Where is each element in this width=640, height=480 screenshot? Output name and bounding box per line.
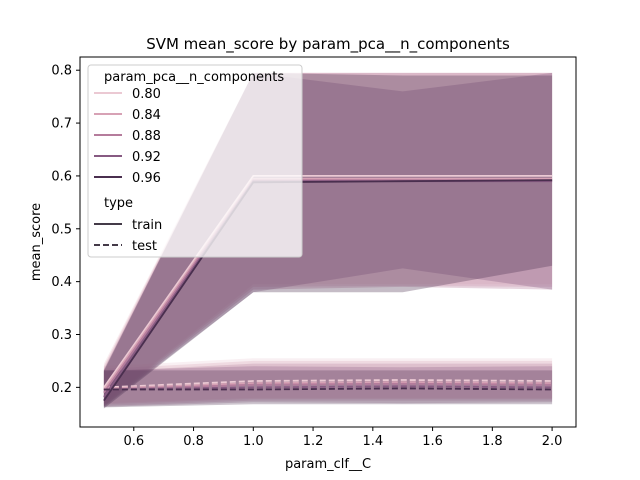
legend: param_pca__n_components 0.80 0.84 0.88 0.92 0…	[87, 64, 303, 258]
y-tick-label-3: 0.5	[51, 222, 72, 237]
line-train-1	[103, 177, 553, 391]
legend-entry-1: 0.84	[132, 108, 161, 123]
x-tick-label-3: 1.2	[303, 434, 324, 449]
line-test-4	[103, 387, 553, 391]
line-test-0	[103, 379, 553, 389]
y-axis-label: mean_score	[29, 203, 44, 281]
y-tick-label-1: 0.3	[51, 328, 72, 343]
axes: 0.6 0.8 1.0 1.2 1.4 1.6 1.8 2.0 0.2 0.3 0.4 0.5 0.6 0…	[51, 64, 562, 449]
y-tick-label-0: 0.2	[51, 381, 72, 396]
band-test-1	[103, 360, 553, 405]
y-tick-label-4: 0.6	[51, 169, 72, 184]
plot-frame	[79, 56, 577, 428]
band-test-2	[103, 363, 553, 406]
x-tick-label-7: 2.0	[542, 434, 563, 449]
legend-entry-3: 0.92	[132, 150, 161, 165]
y-tick-label-5: 0.7	[51, 117, 72, 132]
x-tick-label-1: 0.8	[183, 434, 204, 449]
line-train-0	[103, 174, 553, 388]
line-test-3	[103, 385, 553, 391]
band-test-3	[103, 366, 553, 407]
x-tick-label-5: 1.6	[422, 434, 443, 449]
chart-title: SVM mean_score by param_pca__n_component…	[146, 35, 510, 54]
y-tick-label-2: 0.4	[51, 275, 72, 290]
line-train-4	[103, 179, 553, 402]
x-axis-label: param_clf__C	[285, 457, 371, 472]
legend-style-title: type	[104, 196, 133, 211]
y-tick-label-6: 0.8	[51, 64, 72, 79]
band-test-0	[103, 358, 553, 404]
legend-box	[87, 64, 303, 258]
x-tick-label-0: 0.6	[123, 434, 144, 449]
line-test-2	[103, 382, 553, 391]
legend-entry-2: 0.88	[132, 129, 161, 144]
line-test-1	[103, 381, 553, 390]
legend-style-entry-1: test	[132, 239, 157, 254]
legend-style-entry-0: train	[132, 218, 162, 233]
legend-hue-title: param_pca__n_components	[104, 70, 284, 85]
x-tick-label-2: 1.0	[243, 434, 264, 449]
x-tick-label-4: 1.4	[362, 434, 383, 449]
legend-entry-4: 0.96	[132, 171, 161, 186]
x-tick-label-6: 1.8	[482, 434, 503, 449]
legend-entry-0: 0.80	[132, 87, 161, 102]
